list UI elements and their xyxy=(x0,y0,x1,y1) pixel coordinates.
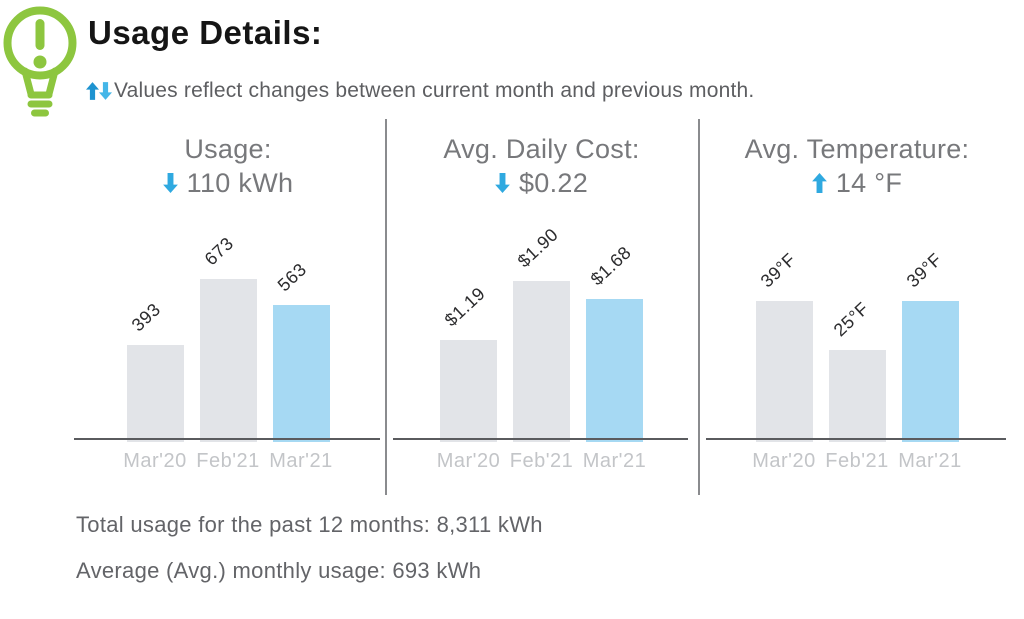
bar-Mar'21 xyxy=(272,305,330,442)
bar-value-label: 563 xyxy=(273,259,310,296)
bar-Feb'21 xyxy=(199,279,257,442)
x-axis-line xyxy=(393,438,688,440)
x-axis-line xyxy=(74,438,380,440)
panel-divider xyxy=(698,119,700,495)
bar-Mar'21 xyxy=(901,301,959,442)
x-axis-line xyxy=(706,438,1006,440)
down-arrow-icon xyxy=(162,173,178,193)
panel-divider xyxy=(385,119,387,495)
bar-value-label: 393 xyxy=(127,299,164,336)
panel-header: Usage: 110 kWh xyxy=(70,118,386,200)
panel-delta-value: 14 °F xyxy=(835,168,903,198)
month-label: Mar'20 xyxy=(123,450,187,472)
bar-Mar'21 xyxy=(586,299,643,442)
average-usage-text: Average (Avg.) monthly usage: 693 kWh xyxy=(76,558,482,583)
panel-delta-value: $0.22 xyxy=(518,168,589,198)
subtitle-text: Values reflect changes between current m… xyxy=(114,79,755,102)
month-label: Mar'21 xyxy=(269,450,333,472)
bar-Mar'20 xyxy=(440,339,497,442)
up-down-arrows xyxy=(86,82,112,100)
month-labels: Mar'20 Feb'21 Mar'21 xyxy=(70,450,386,476)
bar-value-label: 39°F xyxy=(756,249,800,292)
month-label: Mar'21 xyxy=(582,450,647,472)
panel-delta: 14 °F xyxy=(702,166,1012,200)
chart-area: $1.19 $1.90 $1.68 xyxy=(389,118,694,442)
bar-value-label: $1.19 xyxy=(440,282,490,330)
month-labels: Mar'20 Feb'21 Mar'21 xyxy=(389,450,694,476)
chart-area: 39°F 25°F 39°F xyxy=(702,118,1012,442)
chart-panel-1: Usage: 110 kWh 393 673 563 Mar'20 Feb'21 Mar'21 xyxy=(70,118,386,496)
panel-title: Avg. Daily Cost: xyxy=(443,134,640,164)
up-arrow-icon xyxy=(811,173,827,193)
page-title: Usage Details: xyxy=(88,14,323,51)
month-label: Mar'20 xyxy=(436,450,501,472)
panel-title: Usage: xyxy=(184,134,272,164)
panel-delta: $0.22 xyxy=(389,166,694,200)
bar-Mar'20 xyxy=(755,301,813,442)
bar-Feb'21 xyxy=(513,281,570,442)
bar-value-label: $1.90 xyxy=(513,224,563,272)
bar-Feb'21 xyxy=(828,350,886,442)
bar-Mar'20 xyxy=(126,345,184,442)
chart-panel-2: Avg. Daily Cost: $0.22 $1.19 $1.90 $1.68 Mar'… xyxy=(389,118,694,496)
panel-header: Avg. Daily Cost: $0.22 xyxy=(389,118,694,200)
month-label: Feb'21 xyxy=(509,450,574,472)
bar-value-label: 39°F xyxy=(902,249,946,292)
panel-delta: 110 kWh xyxy=(70,166,386,200)
month-labels: Mar'20 Feb'21 Mar'21 xyxy=(702,450,1012,476)
month-label: Feb'21 xyxy=(825,450,889,472)
month-label: Mar'21 xyxy=(898,450,962,472)
down-arrow-icon xyxy=(495,173,510,193)
month-label: Feb'21 xyxy=(196,450,260,472)
subtitle: Values reflect changes between current m… xyxy=(86,79,754,103)
chart-area: 393 673 563 xyxy=(70,118,386,442)
chart-panel-3: Avg. Temperature: 14 °F 39°F 25°F 39°F Mar'20… xyxy=(702,118,1012,496)
up-arrow-icon xyxy=(86,82,99,100)
down-arrow-icon xyxy=(99,82,112,100)
lightbulb-alert-icon xyxy=(3,6,77,117)
bar-value-label: 25°F xyxy=(829,298,873,341)
panel-title: Avg. Temperature: xyxy=(744,134,970,164)
total-usage-text: Total usage for the past 12 months: 8,31… xyxy=(76,512,543,537)
panel-header: Avg. Temperature: 14 °F xyxy=(702,118,1012,200)
month-label: Mar'20 xyxy=(752,450,816,472)
panel-delta-value: 110 kWh xyxy=(186,168,294,198)
bar-value-label: $1.68 xyxy=(586,242,636,290)
bar-value-label: 673 xyxy=(200,233,237,270)
